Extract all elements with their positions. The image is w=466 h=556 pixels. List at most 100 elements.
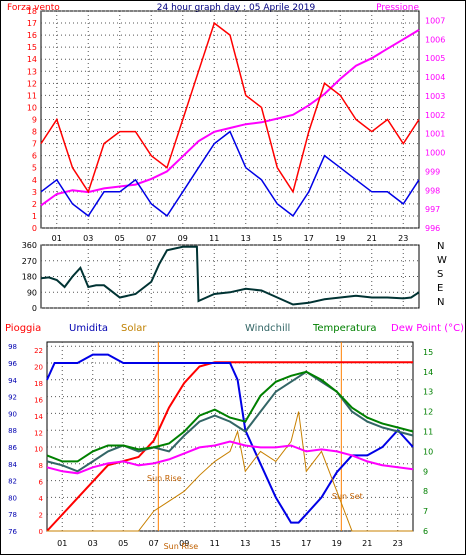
- series-pressure-line: [40, 29, 420, 207]
- y-rain-tick-label: 2: [39, 512, 43, 520]
- y-right-tick-label: 1003: [425, 92, 445, 101]
- y-humidity-tick-label: 78: [8, 511, 17, 519]
- y-right-tick-label: 1004: [425, 73, 445, 82]
- x-tick-label: 05: [118, 539, 128, 548]
- legend-label: Dew Point (°C): [391, 323, 464, 334]
- y-rain-tick-label: 16: [34, 396, 43, 404]
- x-tick-label: 07: [149, 539, 159, 548]
- y-humidity-tick-label: 90: [8, 410, 17, 418]
- x-tick-label: 15: [271, 539, 281, 548]
- y-left-tick-label: 12: [27, 79, 37, 88]
- x-tick-label: 19: [335, 234, 345, 243]
- legend-label: Temperatura: [312, 323, 377, 334]
- y-rain-tick-label: 14: [34, 413, 43, 421]
- y-right-tick-label: 9: [423, 467, 428, 476]
- direction-label: W: [437, 255, 447, 266]
- right-axis-label: Pressione: [376, 3, 419, 13]
- sun-annotation: Sun Rise: [164, 542, 199, 551]
- y-humidity-tick-label: 84: [8, 461, 17, 469]
- y-rain-tick-label: 0: [39, 528, 43, 536]
- y-tick-label: 360: [22, 241, 37, 250]
- y-humidity-tick-label: 86: [8, 444, 17, 452]
- series-windchill-line: [46, 370, 414, 473]
- series-wind-line: [40, 130, 420, 217]
- y-humidity-tick-label: 96: [8, 360, 17, 368]
- y-left-tick-label: 13: [27, 67, 37, 76]
- x-tick-label: 19: [332, 539, 342, 548]
- y-left-tick-label: 7: [32, 140, 37, 149]
- series-dewpoint-line: [46, 440, 414, 475]
- y-right-tick-label: 11: [423, 428, 433, 437]
- legend-label: Windchill: [245, 323, 290, 334]
- y-tick-label: 270: [22, 257, 37, 266]
- y-rain-tick-label: 22: [34, 347, 43, 355]
- y-rain-tick-label: 12: [34, 429, 43, 437]
- series-direction-line: [40, 245, 420, 306]
- y-humidity-tick-label: 98: [8, 343, 17, 351]
- y-rain-tick-label: 8: [39, 462, 43, 470]
- y-right-tick-label: 1007: [425, 16, 445, 25]
- series-humidity-line: [46, 353, 414, 524]
- x-tick-label: 11: [210, 539, 220, 548]
- chart-title: 24 hour graph day : 05 Aprile 2019: [157, 3, 316, 13]
- y-right-tick-label: 1006: [425, 35, 445, 44]
- legend-label: Pioggia: [5, 323, 41, 334]
- y-right-tick-label: 14: [423, 368, 433, 377]
- x-tick-label: 05: [115, 234, 125, 243]
- y-left-tick-label: 0: [32, 224, 37, 233]
- y-left-tick-label: 10: [27, 103, 37, 112]
- y-right-tick-label: 1000: [425, 149, 445, 158]
- x-tick-label: 03: [83, 234, 93, 243]
- y-rain-tick-label: 10: [34, 446, 43, 454]
- direction-label: N: [437, 297, 444, 308]
- legend-label: Umidita: [69, 323, 108, 334]
- plot-frame: [46, 341, 414, 532]
- x-tick-label: 07: [146, 234, 156, 243]
- y-left-tick-label: 9: [32, 116, 37, 125]
- y-right-tick-label: 996: [425, 224, 440, 233]
- x-tick-label: 23: [398, 234, 408, 243]
- y-rain-tick-label: 20: [34, 363, 43, 371]
- y-right-tick-label: 998: [425, 186, 440, 195]
- x-tick-label: 13: [240, 539, 250, 548]
- wind-pressure-panel: 24 hour graph day : 05 Aprile 2019 Forza …: [7, 3, 445, 243]
- y-left-tick-label: 16: [27, 31, 37, 40]
- y-rain-tick-label: 18: [34, 380, 43, 388]
- x-tick-label: 01: [52, 234, 62, 243]
- x-tick-label: 11: [209, 234, 219, 243]
- y-right-tick-label: 12: [423, 408, 433, 417]
- x-tick-label: 03: [88, 539, 98, 548]
- x-tick-label: 23: [393, 539, 403, 548]
- y-humidity-tick-label: 80: [8, 494, 17, 502]
- x-tick-label: 21: [367, 234, 377, 243]
- series-temperature-line: [46, 370, 414, 463]
- y-right-tick-label: 15: [423, 348, 433, 357]
- y-left-tick-label: 11: [27, 91, 37, 100]
- x-tick-label: 17: [301, 539, 311, 548]
- y-right-tick-label: 997: [425, 205, 440, 214]
- y-left-tick-label: 5: [32, 164, 37, 173]
- series-rain-line: [46, 361, 413, 532]
- x-tick-label: 13: [241, 234, 251, 243]
- y-left-tick-label: 3: [32, 188, 37, 197]
- y-right-tick-label: 10: [423, 447, 433, 456]
- y-right-tick-label: 7: [423, 507, 428, 516]
- direction-label: S: [437, 269, 443, 280]
- legend-label: Solar: [121, 323, 147, 334]
- y-left-tick-label: 6: [32, 152, 37, 161]
- x-tick-label: 21: [362, 539, 372, 548]
- y-left-tick-label: 17: [27, 19, 37, 28]
- sun-annotation: Sun Rise: [147, 474, 182, 483]
- y-rain-tick-label: 4: [39, 495, 44, 503]
- x-tick-label: 09: [178, 234, 188, 243]
- series-solar-line: [47, 411, 413, 532]
- y-left-tick-label: 15: [27, 43, 37, 52]
- y-humidity-tick-label: 82: [8, 478, 17, 486]
- series-gust-line: [40, 21, 420, 194]
- y-right-tick-label: 999: [425, 167, 440, 176]
- y-tick-label: 90: [27, 288, 37, 297]
- y-left-tick-label: 14: [27, 55, 37, 64]
- y-left-tick-label: 1: [32, 212, 37, 221]
